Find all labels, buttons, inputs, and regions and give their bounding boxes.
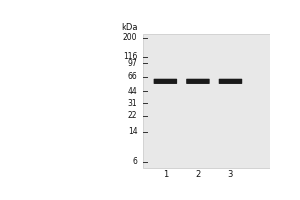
FancyBboxPatch shape [186, 79, 210, 84]
Text: 6: 6 [133, 157, 137, 166]
Bar [143, 34, 270, 168]
Text: 14: 14 [128, 127, 137, 136]
Text: kDa: kDa [121, 23, 137, 32]
Text: 22: 22 [128, 111, 137, 120]
Text: 200: 200 [123, 33, 137, 42]
Text: 44: 44 [128, 87, 137, 96]
FancyBboxPatch shape [154, 79, 177, 84]
Text: 66: 66 [128, 72, 137, 81]
Text: 97: 97 [128, 59, 137, 68]
Text: 2: 2 [195, 170, 200, 179]
Text: 116: 116 [123, 52, 137, 61]
Text: 3: 3 [228, 170, 233, 179]
Text: 31: 31 [128, 99, 137, 108]
FancyBboxPatch shape [219, 79, 242, 84]
Text: 1: 1 [163, 170, 168, 179]
